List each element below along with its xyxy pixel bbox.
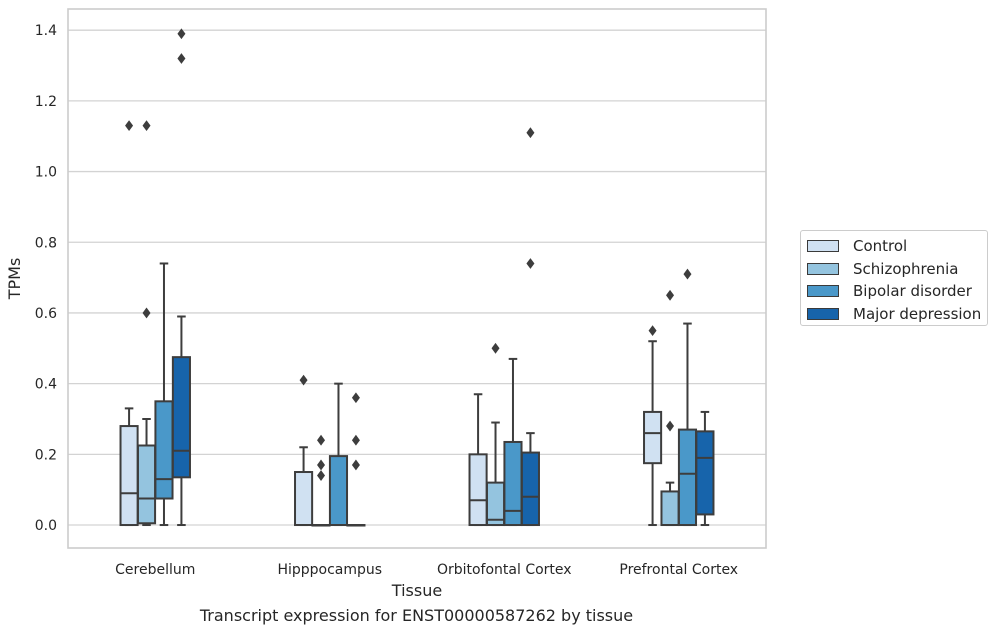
figure-caption: Transcript expression for ENST0000058726… (199, 606, 634, 625)
legend-item-major-depression: Major depression (807, 303, 987, 326)
plot-frame (67, 8, 767, 549)
chart-legend: Control Schizophrenia Bipolar disorder M… (800, 230, 988, 326)
x-tick-labels: Cerebellum Hipppocampus Orbitofontal Corte… (115, 562, 738, 578)
outlier-control-hipppocampus (299, 374, 308, 386)
box-major-depression-cerebellum (171, 356, 191, 479)
x-tick-label-prefrontal-cortex: Prefrontal Cortex (619, 562, 738, 578)
box-control-orbitofontal-cortex (468, 453, 488, 527)
outlier-control-cerebellum (125, 120, 134, 132)
legend-label-bipolar-disorder: Bipolar disorder (853, 282, 972, 301)
legend-swatch-bipolar-disorder (807, 285, 839, 298)
outlier-major-depression-hipppocampus (351, 392, 360, 404)
legend-item-schizophrenia: Schizophrenia (807, 258, 987, 281)
outlier-schizophrenia-hipppocampus (317, 470, 326, 481)
box-major-depression-orbitofontal-cortex (520, 451, 540, 527)
box-bipolar-disorder-prefrontal-cortex (677, 428, 698, 527)
outlier-major-depression-orbitofontal-cortex (526, 258, 535, 269)
outlier-schizophrenia-cerebellum (142, 120, 151, 132)
legend-item-control: Control (807, 235, 987, 258)
box-plot-series (119, 28, 715, 527)
y-tick-labels: 0.0 0.2 0.4 0.6 0.8 1.0 1.2 1.4 (35, 23, 57, 534)
outlier-schizophrenia-prefrontal-cortex (666, 289, 675, 301)
legend-label-schizophrenia: Schizophrenia (853, 259, 959, 278)
legend-swatch-major-depression (807, 307, 839, 320)
y-tick-label: 0.2 (35, 447, 57, 463)
legend-swatch-control (807, 240, 839, 253)
box-bipolar-disorder-hipppocampus (328, 455, 349, 527)
y-tick-label: 0.0 (35, 518, 57, 534)
outlier-schizophrenia-orbitofontal-cortex (491, 342, 500, 354)
y-tick-label: 0.8 (35, 235, 57, 251)
outlier-bipolar-disorder-prefrontal-cortex (683, 268, 692, 280)
y-tick-label: 0.6 (35, 306, 57, 322)
y-tick-label: 1.0 (35, 165, 57, 181)
legend-swatch-schizophrenia (807, 262, 839, 275)
outlier-schizophrenia-cerebellum (142, 307, 151, 319)
outlier-major-depression-orbitofontal-cortex (526, 127, 535, 139)
outlier-major-depression-cerebellum (177, 53, 186, 64)
box-bipolar-disorder-orbitofontal-cortex (503, 440, 523, 527)
y-tick-label: 1.4 (35, 23, 57, 39)
outlier-major-depression-hipppocampus (351, 434, 360, 446)
outlier-schizophrenia-hipppocampus (317, 459, 326, 471)
outlier-major-depression-hipppocampus (351, 459, 360, 471)
box-schizophrenia-prefrontal-cortex (660, 490, 680, 527)
box-schizophrenia-orbitofontal-cortex (485, 481, 506, 527)
x-tick-label-hipppocampus: Hipppocampus (277, 562, 382, 578)
box-bipolar-disorder-cerebellum (154, 400, 174, 500)
legend-label-control: Control (853, 237, 908, 256)
outlier-major-depression-cerebellum (177, 28, 186, 40)
box-control-hipppocampus (294, 471, 314, 527)
box-schizophrenia-cerebellum (136, 444, 157, 525)
y-tick-label: 1.2 (35, 94, 57, 110)
legend-item-bipolar-disorder: Bipolar disorder (807, 280, 987, 303)
box-control-cerebellum (119, 425, 139, 527)
box-major-depression-prefrontal-cortex (695, 430, 715, 516)
box-control-prefrontal-cortex (643, 410, 663, 465)
x-axis-title: Tissue (391, 581, 442, 600)
y-tick-label: 0.4 (35, 377, 57, 393)
x-tick-label-orbitofontal-cortex: Orbitofontal Cortex (437, 562, 572, 578)
outlier-schizophrenia-prefrontal-cortex (666, 420, 675, 432)
x-tick-label-cerebellum: Cerebellum (115, 562, 195, 578)
outlier-control-prefrontal-cortex (648, 325, 657, 337)
legend-label-major-depression: Major depression (853, 304, 982, 323)
y-axis-title: TPMs (5, 258, 24, 301)
outlier-schizophrenia-hipppocampus (317, 434, 326, 446)
